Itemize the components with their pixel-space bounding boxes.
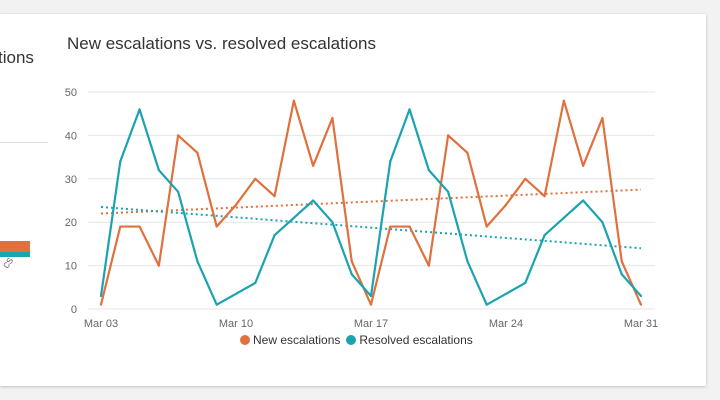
data-point-s1-15 [389,160,392,163]
x-tick-label-3: Mar 24 [489,318,523,330]
data-point-s0-20 [485,225,488,228]
data-point-s1-7 [234,292,238,295]
trendline-series-0 [100,188,642,215]
data-point-s0-14 [369,303,373,306]
data-point-s0-18 [447,134,450,137]
trendline-series-1 [100,206,642,250]
data-point-s0-23 [543,195,546,198]
data-point-s1-1 [119,160,122,163]
data-point-s0-16 [408,225,411,228]
data-point-s0-11 [312,164,315,167]
data-point-s1-11 [312,199,315,202]
data-point-s1-10 [292,216,295,219]
data-point-s1-13 [350,273,353,276]
data-point-s0-26 [601,116,604,120]
data-point-s1-26 [601,221,604,224]
data-point-s0-27 [620,260,623,263]
chart-title: New escalations vs. resolved escalations [67,34,376,53]
y-tick-label-40: 40 [65,130,77,142]
data-point-s0-4 [177,134,180,137]
data-point-s1-20 [485,303,488,306]
data-point-s0-15 [389,225,392,228]
data-point-s1-18 [447,190,450,193]
data-point-s0-0 [99,303,103,306]
data-point-s1-6 [215,303,218,306]
legend-item-new[interactable]: New escalations [240,333,340,347]
y-tick-label-0: 0 [71,304,77,316]
data-point-s0-10 [292,99,295,102]
data-point-s1-22 [524,281,527,285]
data-point-s1-17 [427,169,430,172]
data-point-s1-4 [177,190,180,193]
data-point-s0-28 [639,303,643,306]
data-point-s0-1 [119,225,122,228]
data-point-s1-14 [369,294,373,298]
left-panel-divider [0,142,48,143]
legend-item-resolved[interactable]: Resolved escalations [346,333,473,347]
data-point-s1-5 [196,260,199,263]
y-tick-label-20: 20 [65,217,77,229]
data-point-s0-12 [331,116,334,120]
data-point-s1-28 [639,294,643,298]
data-point-s1-9 [273,234,276,237]
x-tick-label-4: Mar 31 [624,318,658,330]
legend-label-new: New escalations [253,333,341,347]
data-point-s0-24 [562,99,565,102]
data-point-s0-19 [466,151,469,154]
left-panel-bar-resolved [0,252,30,257]
left-panel-bar-new [0,241,30,252]
data-point-s0-17 [427,264,430,267]
data-point-s0-6 [215,225,218,228]
data-point-s0-8 [254,177,257,180]
y-tick-label-30: 30 [65,174,77,186]
data-point-s1-12 [331,221,334,224]
data-point-s1-8 [254,281,257,285]
data-point-s0-21 [504,203,508,206]
x-tick-label-0: Mar 03 [84,318,118,330]
data-point-s1-2 [138,108,141,111]
data-point-s0-25 [582,164,585,167]
data-point-s1-23 [543,234,546,237]
x-tick-label-2: Mar 17 [354,318,388,330]
data-point-s1-27 [620,273,623,276]
data-point-s0-13 [350,260,353,263]
data-point-s0-7 [234,203,238,206]
data-point-s1-0 [99,294,103,298]
data-point-s0-22 [524,177,527,180]
data-point-s1-19 [466,260,469,263]
data-point-s0-9 [273,195,276,198]
left-panel-title: tions [0,48,34,67]
data-point-s1-24 [562,216,565,219]
legend-label-resolved: Resolved escalations [359,333,473,347]
data-point-s1-16 [408,108,411,111]
x-tick-label-1: Mar 10 [219,318,253,330]
data-point-s1-21 [504,292,508,295]
data-point-s1-25 [582,199,585,202]
y-tick-label-10: 10 [65,261,77,273]
data-point-s0-3 [157,264,160,267]
data-point-s0-5 [196,151,199,154]
legend-dot-resolved-icon [346,335,357,345]
y-tick-label-50: 50 [65,87,77,99]
data-point-s0-2 [138,225,141,228]
dashboard-card: tions cs [0,14,706,386]
legend-dot-new-icon [240,335,250,345]
chart-legend: New escalations Resolved escalations [240,333,479,347]
data-point-s1-3 [157,169,160,172]
